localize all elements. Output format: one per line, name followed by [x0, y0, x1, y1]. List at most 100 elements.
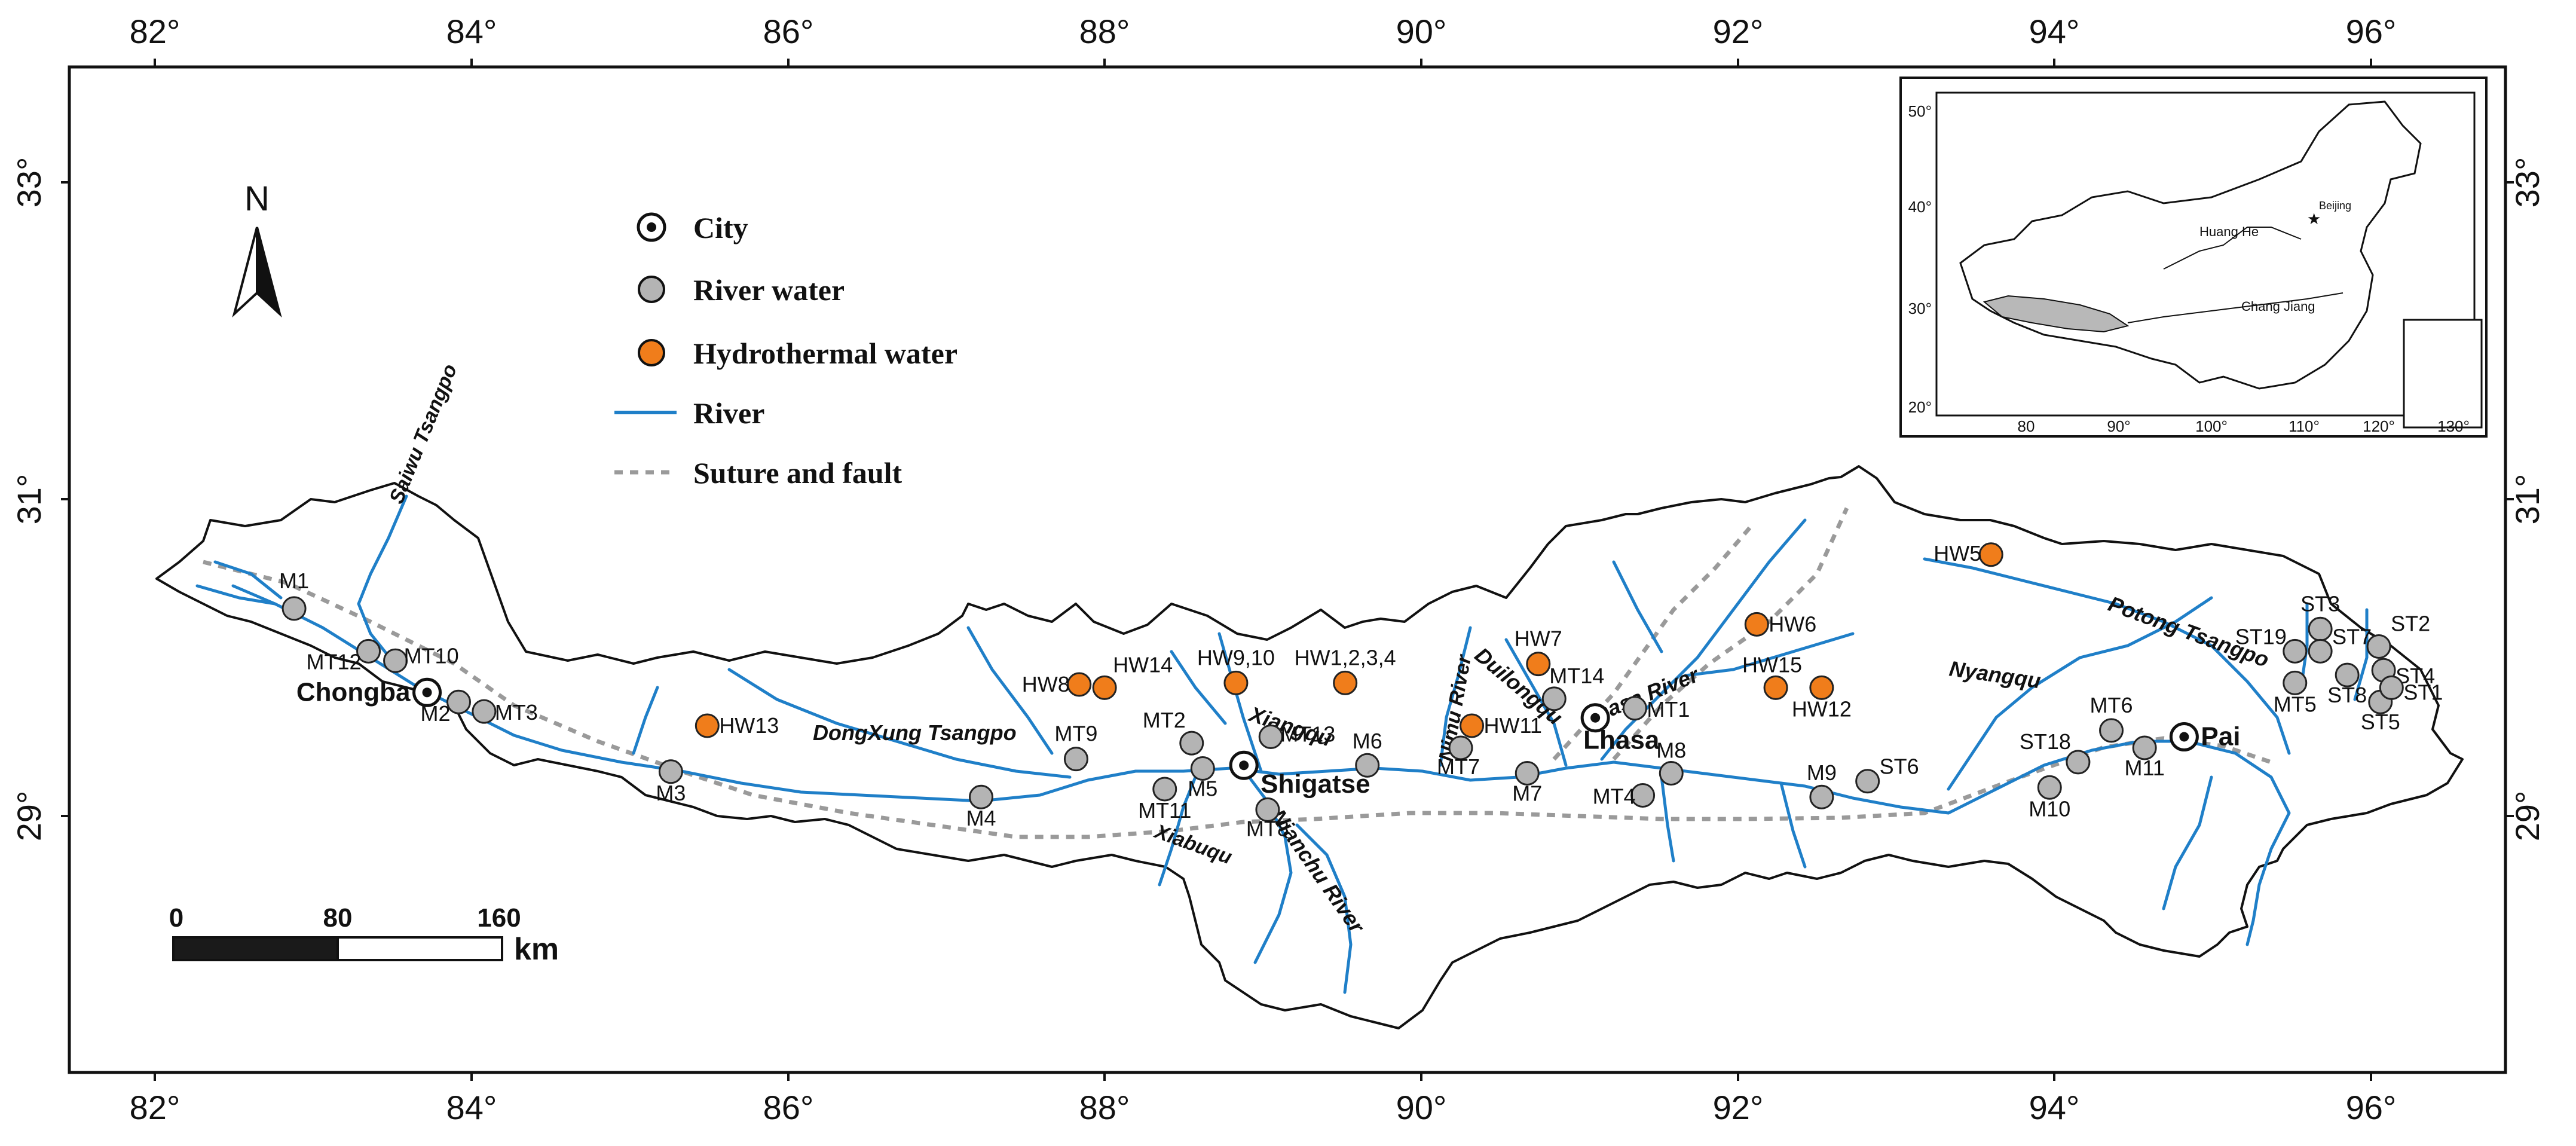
river-site-m1	[282, 596, 307, 621]
river-site-label-mt12: MT12	[307, 649, 362, 674]
hydro-site-label-hw14: HW14	[1113, 652, 1173, 677]
legend-river-water-label: River water	[693, 273, 845, 307]
hydro-site-hw9-10	[1223, 670, 1249, 695]
city-dot-lhasa	[1590, 713, 1601, 723]
scale-unit: km	[514, 932, 559, 967]
river-site-m5	[1190, 756, 1215, 781]
river-site-label-mt8: MT8	[1246, 816, 1289, 841]
hydro-site-label-hw9-10: HW9,10	[1197, 645, 1275, 670]
x-tick-bottom-84: 84°	[446, 1089, 497, 1126]
river-site-label-mt7: MT7	[1437, 754, 1480, 779]
river-site-label-mt5: MT5	[2274, 692, 2317, 716]
hydro-site-hw6	[1744, 612, 1769, 637]
hydro-site-label-hw6: HW6	[1769, 612, 1816, 636]
river-site-mt13	[1258, 725, 1283, 749]
north-label: N	[244, 179, 270, 218]
hydro-site-hw11	[1460, 713, 1485, 738]
hydro-site-hw5	[1978, 542, 2003, 567]
river-site-mt7	[1448, 735, 1473, 760]
x-tick-bottom-88: 88°	[1079, 1089, 1130, 1126]
inset-y-20: 20°	[1908, 398, 1932, 416]
hydro-site-hw13	[695, 713, 720, 738]
legend-river-water: River water	[638, 273, 845, 307]
hydro-site-hw7	[1526, 652, 1551, 677]
river-site-label-st3: ST3	[2300, 591, 2340, 616]
river-site-label-mt9: MT9	[1054, 722, 1097, 746]
scale-label-160: 160	[477, 903, 521, 933]
x-tick-top-90: 90°	[1396, 13, 1447, 50]
river-site-mt3	[472, 699, 497, 724]
river-site-m10	[2037, 775, 2062, 800]
river-site-label-m4: M4	[966, 806, 996, 830]
scale-label-80: 80	[323, 903, 353, 933]
river-site-mt6	[2099, 718, 2124, 743]
legend: City River water Hydrothermal water Rive…	[614, 211, 957, 490]
river-site-label-st7: ST7	[2332, 624, 2372, 649]
river-site-st3	[2308, 616, 2333, 641]
river-site-m3	[658, 759, 683, 784]
river-site-label-mt6: MT6	[2090, 693, 2133, 717]
scale-label-0: 0	[169, 903, 183, 933]
inset-y-40: 40°	[1908, 198, 1932, 216]
river-site-st1	[2379, 675, 2404, 700]
hydro-site-label-hw1-2-3-4: HW1,2,3,4	[1295, 645, 1396, 670]
river-site-mt9	[1063, 747, 1088, 772]
city-label-chongba: Chongba	[296, 677, 411, 707]
inset-y-30: 30°	[1908, 300, 1932, 317]
hydro-site-label-hw7: HW7	[1515, 627, 1562, 651]
river-site-mt11	[1152, 777, 1177, 802]
river-site-label-mt3: MT3	[495, 700, 538, 725]
hydro-site-label-hw8: HW8	[1022, 672, 1070, 696]
river-site-m6	[1355, 753, 1380, 778]
river-site-label-mt13: MT13	[1280, 722, 1335, 747]
river-site-m11	[2132, 735, 2157, 760]
river-site-mt2	[1179, 731, 1204, 756]
x-tick-bottom-94: 94°	[2029, 1089, 2080, 1126]
inset-label-huanghe: Huang He	[2199, 224, 2259, 239]
hydro-site-hw12	[1809, 675, 1834, 700]
x-tick-bottom-90: 90°	[1396, 1089, 1447, 1126]
inset-x-90: 90°	[2107, 417, 2130, 435]
x-axis-top: 82° 84° 86° 88° 90° 92° 94° 96°	[130, 13, 2396, 67]
river-site-label-m5: M5	[1188, 777, 1217, 801]
river-site-label-m3: M3	[656, 781, 686, 805]
river-site-label-st6: ST6	[1880, 754, 1919, 779]
hydro-site-hw15	[1763, 675, 1788, 700]
rivers	[195, 494, 2369, 994]
inset-huanghe	[2163, 227, 2302, 270]
river-site-label-st2: ST2	[2391, 611, 2430, 635]
river-site-label-m11: M11	[2124, 756, 2164, 780]
river-site-label-st1: ST1	[2403, 680, 2443, 704]
x-tick-bottom-82: 82°	[130, 1089, 180, 1126]
river-site-mt10	[383, 648, 408, 673]
hydro-site-hw1-2-3-4	[1333, 670, 1358, 695]
hydro-site-label-hw11: HW11	[1484, 713, 1542, 738]
river-site-label-m6: M6	[1353, 729, 1382, 753]
city-dot-chongba	[422, 687, 432, 698]
river-site-m4	[969, 784, 994, 809]
city-label-lhasa: Lhasa	[1583, 726, 1660, 755]
city-label-pai: Pai	[2201, 722, 2240, 751]
river-site-m9	[1809, 784, 1834, 809]
hydro-site-label-hw12: HW12	[1792, 696, 1852, 721]
river-site-label-mt1: MT1	[1647, 697, 1690, 722]
y-tick-left-33: 33°	[10, 157, 48, 208]
river-site-label-mt2: MT2	[1143, 708, 1186, 732]
legend-hydro: Hydrothermal water	[638, 337, 957, 370]
river-site-label-m1: M1	[279, 569, 309, 593]
river-site-label-m9: M9	[1807, 760, 1837, 785]
river-site-label-mt4: MT4	[1593, 784, 1636, 809]
basin-outline	[155, 465, 2464, 1029]
legend-fault: Suture and fault	[614, 456, 902, 490]
x-tick-top-82: 82°	[130, 13, 180, 50]
river-site-label-mt10: MT10	[404, 643, 459, 668]
inset-y-50: 50°	[1908, 102, 1932, 120]
inset-x-80: 80	[2018, 417, 2035, 435]
x-tick-top-94: 94°	[2029, 13, 2080, 50]
river-site-label-st19: ST19	[2235, 624, 2287, 649]
inset-tibet-region	[1983, 295, 2130, 333]
river-site-mt14	[1541, 686, 1567, 711]
y-axis-left: 33° 31° 29°	[10, 157, 69, 841]
